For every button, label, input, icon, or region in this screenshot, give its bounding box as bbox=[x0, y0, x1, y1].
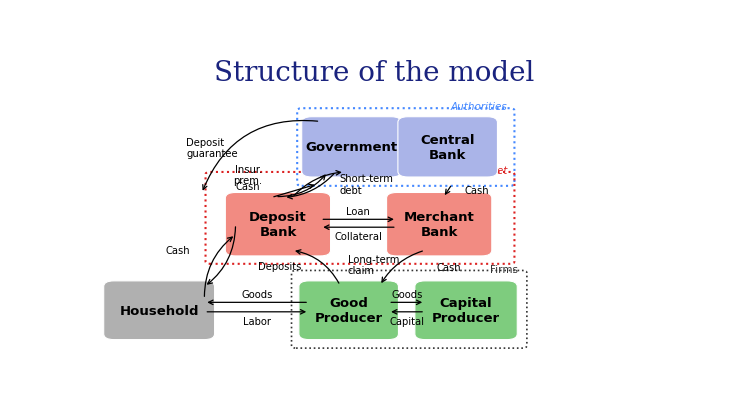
Text: Deposit
Bank: Deposit Bank bbox=[249, 211, 307, 238]
FancyBboxPatch shape bbox=[387, 193, 492, 256]
FancyBboxPatch shape bbox=[301, 117, 402, 178]
Text: Good
Producer: Good Producer bbox=[315, 297, 383, 324]
FancyBboxPatch shape bbox=[398, 117, 497, 178]
Text: Short-term
debt: Short-term debt bbox=[339, 174, 393, 195]
Text: Household: Household bbox=[120, 304, 199, 317]
Text: Authorities: Authorities bbox=[450, 102, 507, 112]
Text: Loan: Loan bbox=[346, 206, 370, 216]
Text: Labor: Labor bbox=[243, 316, 271, 326]
Text: Firms: Firms bbox=[491, 264, 518, 274]
Text: Cash: Cash bbox=[235, 182, 260, 192]
Text: Cash: Cash bbox=[437, 262, 461, 272]
FancyBboxPatch shape bbox=[415, 281, 518, 340]
Text: Structure of the model: Structure of the model bbox=[214, 60, 534, 87]
Text: Cash: Cash bbox=[166, 246, 191, 256]
Text: Cash: Cash bbox=[465, 186, 489, 196]
Text: Capital: Capital bbox=[389, 316, 424, 326]
Text: Goods: Goods bbox=[242, 289, 273, 299]
Text: Interbank Market: Interbank Market bbox=[418, 166, 507, 176]
FancyBboxPatch shape bbox=[104, 281, 215, 340]
Text: Goods: Goods bbox=[391, 289, 423, 299]
FancyBboxPatch shape bbox=[226, 193, 331, 256]
Text: Deposits: Deposits bbox=[258, 261, 301, 271]
Text: Government: Government bbox=[305, 141, 398, 154]
Text: Insur.
prem.: Insur. prem. bbox=[233, 164, 262, 186]
Text: Collateral: Collateral bbox=[334, 231, 383, 241]
Text: Merchant
Bank: Merchant Bank bbox=[404, 211, 475, 238]
FancyBboxPatch shape bbox=[299, 281, 399, 340]
Text: Central
Bank: Central Bank bbox=[420, 133, 475, 162]
Text: Long-term
claim: Long-term claim bbox=[347, 254, 399, 276]
Text: Deposit
guarantee: Deposit guarantee bbox=[186, 137, 238, 159]
Text: Capital
Producer: Capital Producer bbox=[432, 297, 500, 324]
